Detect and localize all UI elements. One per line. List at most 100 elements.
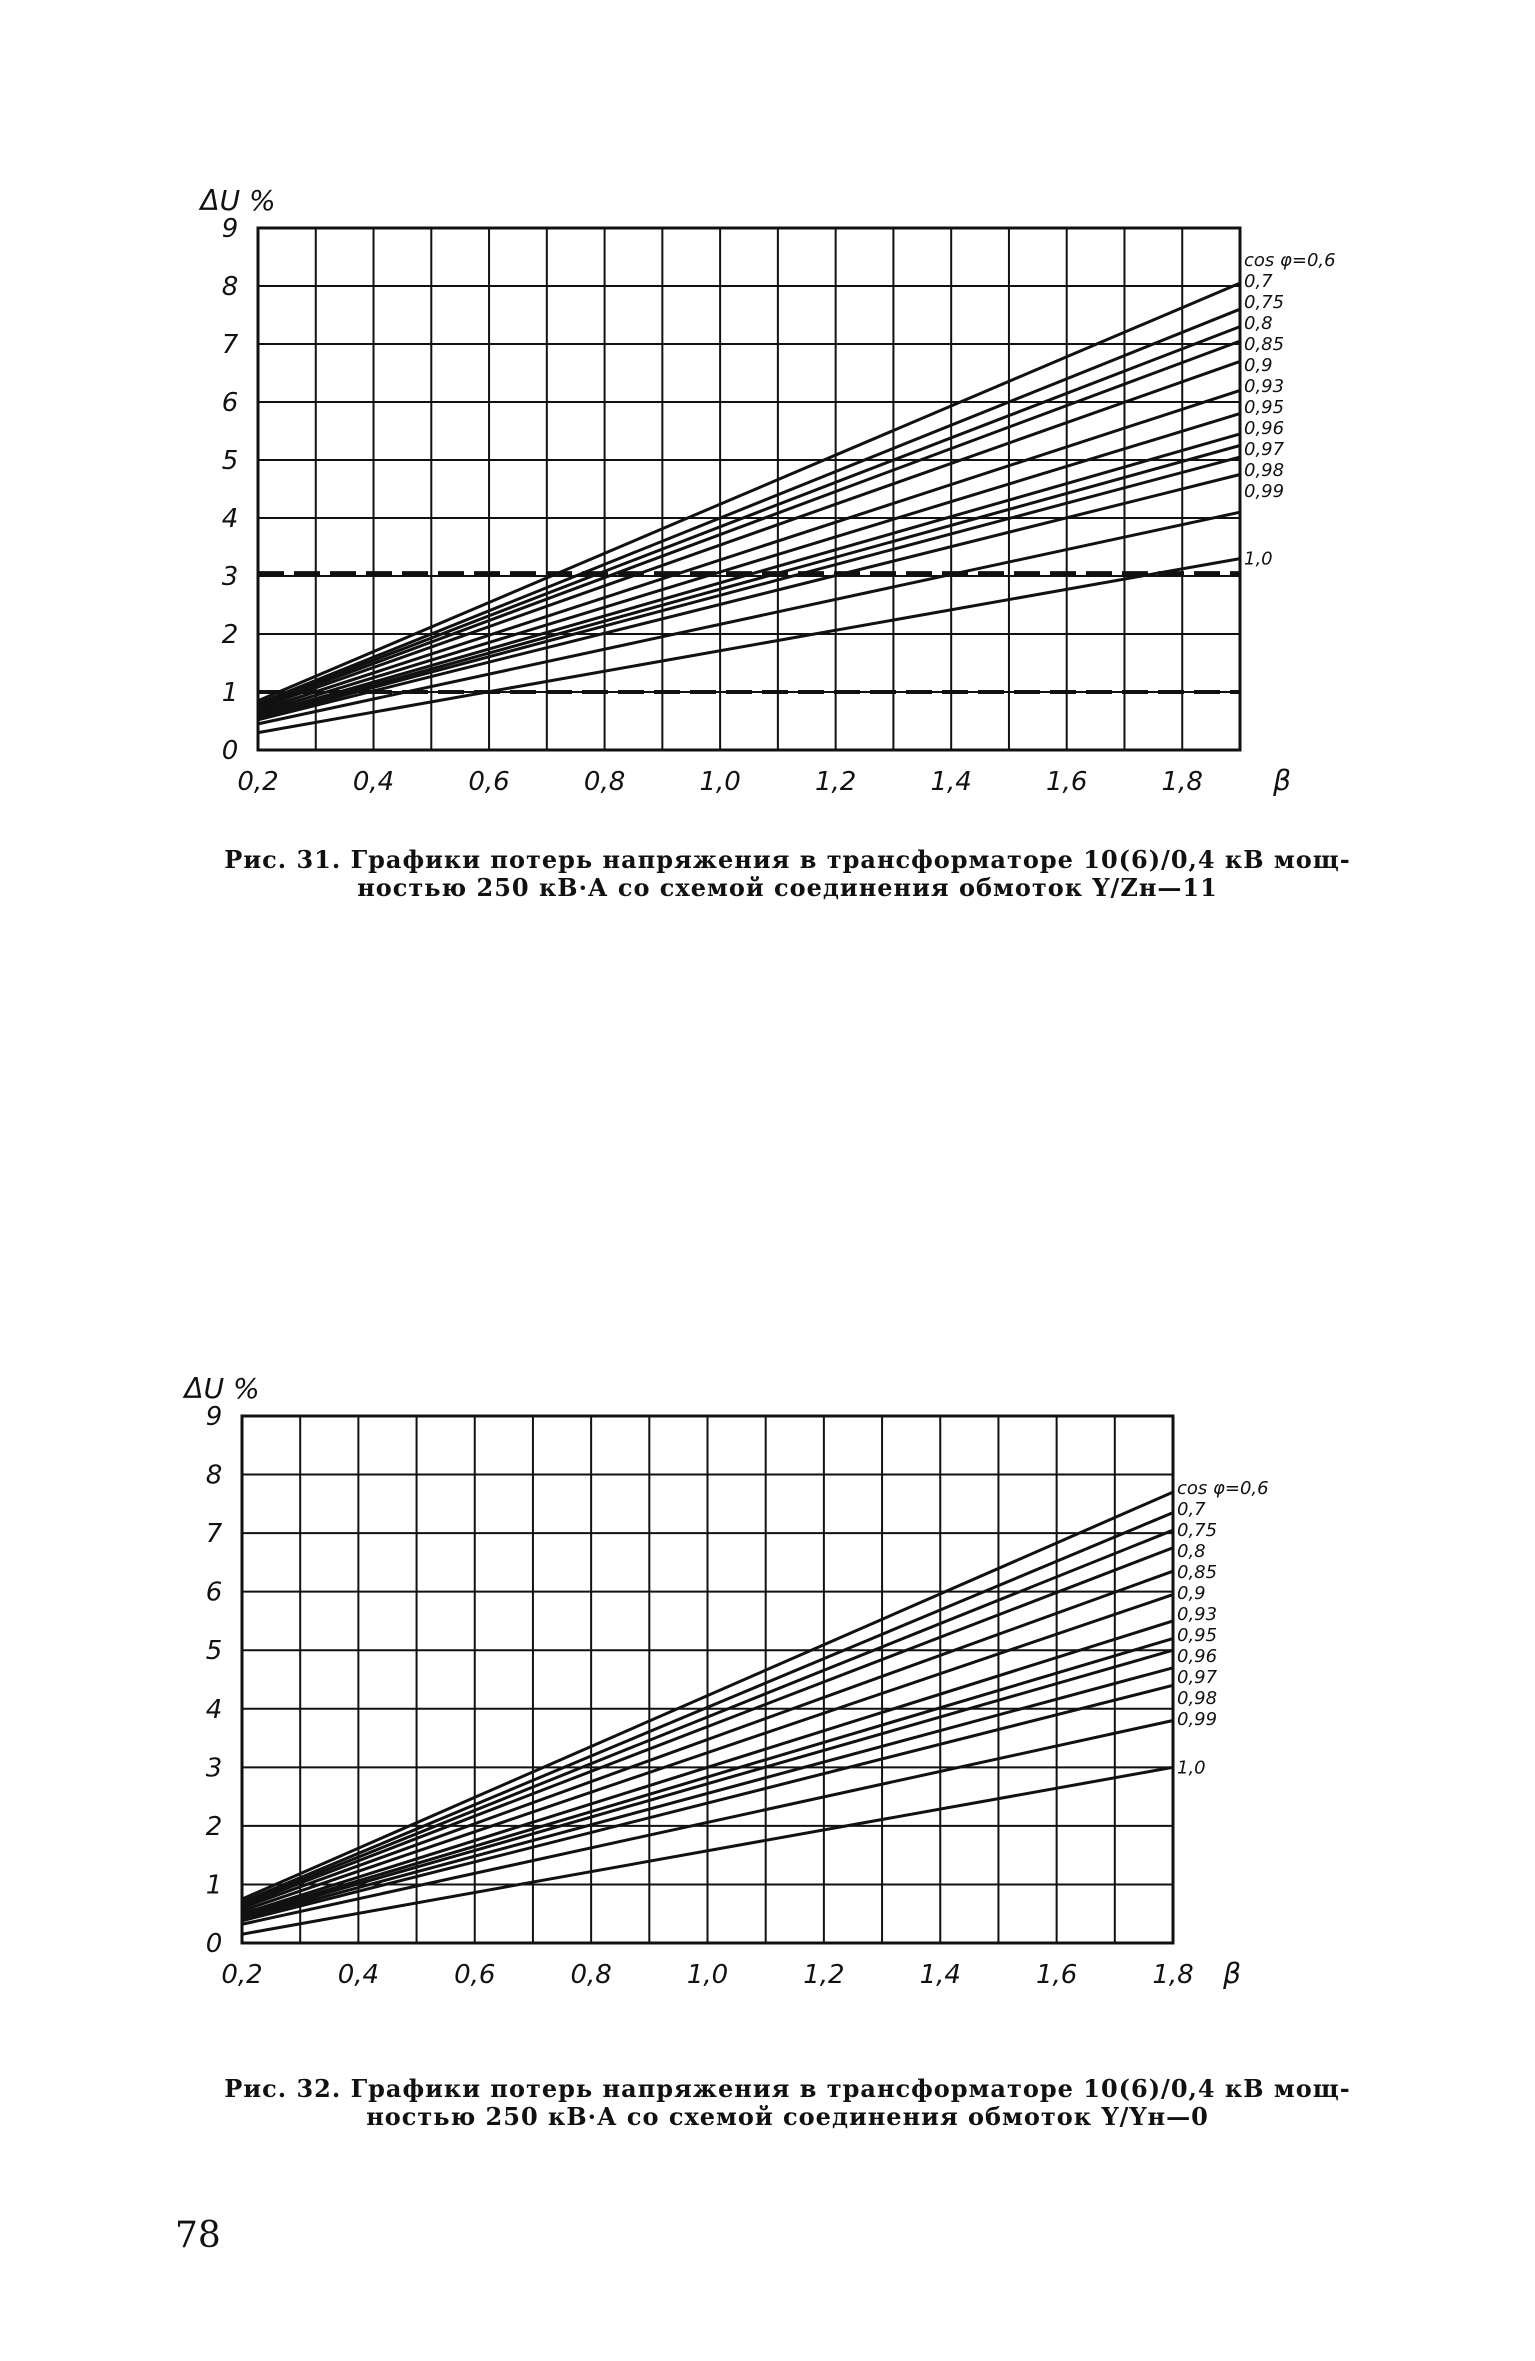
series-label: 0,97 (1177, 1667, 1218, 1688)
plot-area: cos φ=0,60,70,750,80,850,90,930,950,960,… (198, 184, 1335, 797)
series-label: 0,99 (1177, 1709, 1217, 1730)
series-line (241, 1765, 1174, 1936)
series-label: 0,75 (1177, 1520, 1217, 1541)
series-label: cos φ=0,6 (1244, 250, 1336, 271)
y-tick-label: 7 (222, 330, 239, 360)
y-axis-label: ΔU % (182, 1372, 259, 1405)
x-tick-label: 0,8 (570, 1960, 611, 1990)
plot-area: cos φ=0,60,70,750,80,850,90,930,950,960,… (182, 1372, 1268, 1990)
series-label: 0,97 (1244, 439, 1285, 460)
caption-fig31-line1: Рис. 31. Графики потерь напряжения в тра… (224, 845, 1351, 874)
series-label: 0,93 (1244, 376, 1284, 397)
series-label: 0,96 (1244, 418, 1284, 439)
y-tick-label: 8 (222, 272, 239, 302)
chart-fig32: cos φ=0,60,70,750,80,850,90,930,950,960,… (182, 1372, 1268, 1990)
series-line (257, 444, 1241, 719)
y-tick-label: 4 (206, 1695, 223, 1725)
series-line (257, 455, 1241, 720)
series-line (257, 432, 1241, 717)
y-tick-label: 0 (206, 1929, 223, 1959)
series-label: 0,96 (1177, 1646, 1217, 1667)
y-tick-label: 6 (206, 1578, 223, 1608)
series-label: 0,8 (1244, 313, 1273, 334)
y-tick-label: 3 (222, 562, 239, 592)
x-tick-label: 0,6 (468, 767, 509, 797)
series-line (257, 281, 1241, 703)
x-tick-label: 0,4 (338, 1960, 379, 1990)
series-label: 0,8 (1177, 1541, 1206, 1562)
y-tick-label: 7 (206, 1519, 223, 1549)
series-line (257, 510, 1241, 726)
x-tick-label: 1,4 (920, 1960, 961, 1990)
caption-fig31: Рис. 31. Графики потерь напряжения в тра… (0, 846, 1535, 902)
x-axis-label: β (1222, 1957, 1241, 1990)
x-tick-label: 0,6 (454, 1960, 495, 1990)
series-label: 0,85 (1177, 1562, 1217, 1583)
x-tick-label: 0,2 (237, 767, 278, 797)
series-line (257, 325, 1241, 707)
series-line (257, 339, 1241, 708)
x-tick-label: 1,0 (699, 767, 740, 797)
y-tick-label: 6 (222, 388, 239, 418)
plot-frame (256, 226, 1242, 752)
x-tick-label: 1,6 (1046, 767, 1087, 797)
y-tick-label: 9 (222, 214, 239, 244)
series-label: 0,93 (1177, 1604, 1217, 1625)
series-line (241, 1528, 1174, 1906)
series-label: 0,95 (1177, 1625, 1217, 1646)
series-label: 1,0 (1177, 1757, 1206, 1778)
series-label: 0,9 (1177, 1583, 1206, 1604)
y-tick-label: 4 (222, 504, 239, 534)
series-label: 0,9 (1244, 355, 1273, 376)
caption-fig32: Рис. 32. Графики потерь напряжения в тра… (0, 2075, 1535, 2131)
y-tick-label: 2 (206, 1812, 223, 1842)
y-tick-label: 1 (206, 1870, 223, 1900)
x-tick-label: 1,0 (687, 1960, 728, 1990)
series-line (241, 1648, 1174, 1919)
series-line (257, 359, 1241, 710)
x-tick-label: 1,6 (1036, 1960, 1077, 1990)
chart-fig31: cos φ=0,60,70,750,80,850,90,930,950,960,… (198, 184, 1335, 797)
y-tick-label: 5 (222, 446, 239, 476)
series-line (241, 1683, 1174, 1923)
x-tick-label: 1,2 (803, 1960, 844, 1990)
series-line (257, 557, 1241, 735)
y-tick-label: 0 (222, 736, 239, 766)
x-tick-label: 0,4 (353, 767, 394, 797)
figure-32: cos φ=0,6 0,7 0,75 0,8 0,85 0,9 0,93 0,95 0,96 0,… (0, 1370, 1535, 2090)
series-label: 1,0 (1244, 549, 1273, 570)
series-line (241, 1593, 1174, 1913)
series-label: 0,98 (1177, 1688, 1217, 1709)
y-tick-label: 8 (206, 1461, 223, 1491)
y-tick-label: 5 (206, 1636, 223, 1666)
series-label: 0,7 (1177, 1499, 1206, 1520)
series-line (257, 388, 1241, 712)
x-axis-label: β (1272, 764, 1291, 797)
caption-fig32-line1: Рис. 32. Графики потерь напряжения в тра… (224, 2074, 1351, 2103)
y-tick-label: 2 (222, 620, 239, 650)
caption-fig32-line2: ностью 250 кВ·А со схемой соединения обм… (366, 2102, 1209, 2131)
series-line (257, 412, 1241, 715)
figure-31: cos φ=0,6 0,7 0,75 0,8 0,85 0,9 0,93 0,95 0,96 0,… (0, 160, 1535, 960)
series-line (241, 1637, 1174, 1917)
y-tick-label: 9 (206, 1402, 223, 1432)
series-label: 0,98 (1244, 460, 1284, 481)
series-line (241, 1490, 1174, 1901)
x-tick-label: 1,8 (1162, 767, 1203, 797)
x-tick-label: 1,4 (930, 767, 971, 797)
series-line (241, 1511, 1174, 1904)
series-label: cos φ=0,6 (1177, 1478, 1269, 1499)
y-axis-label: ΔU % (198, 184, 275, 217)
y-tick-label: 1 (222, 678, 239, 708)
series-line (257, 307, 1241, 705)
x-tick-label: 1,8 (1152, 1960, 1193, 1990)
series-label: 0,99 (1244, 481, 1284, 502)
series-label: 0,7 (1244, 271, 1273, 292)
x-tick-label: 0,2 (221, 1960, 262, 1990)
x-tick-label: 0,8 (584, 767, 625, 797)
series-label: 0,95 (1244, 397, 1284, 418)
page-number: 78 (175, 2215, 221, 2256)
series-line (241, 1666, 1174, 1921)
series-line (257, 473, 1241, 722)
x-tick-label: 1,2 (815, 767, 856, 797)
